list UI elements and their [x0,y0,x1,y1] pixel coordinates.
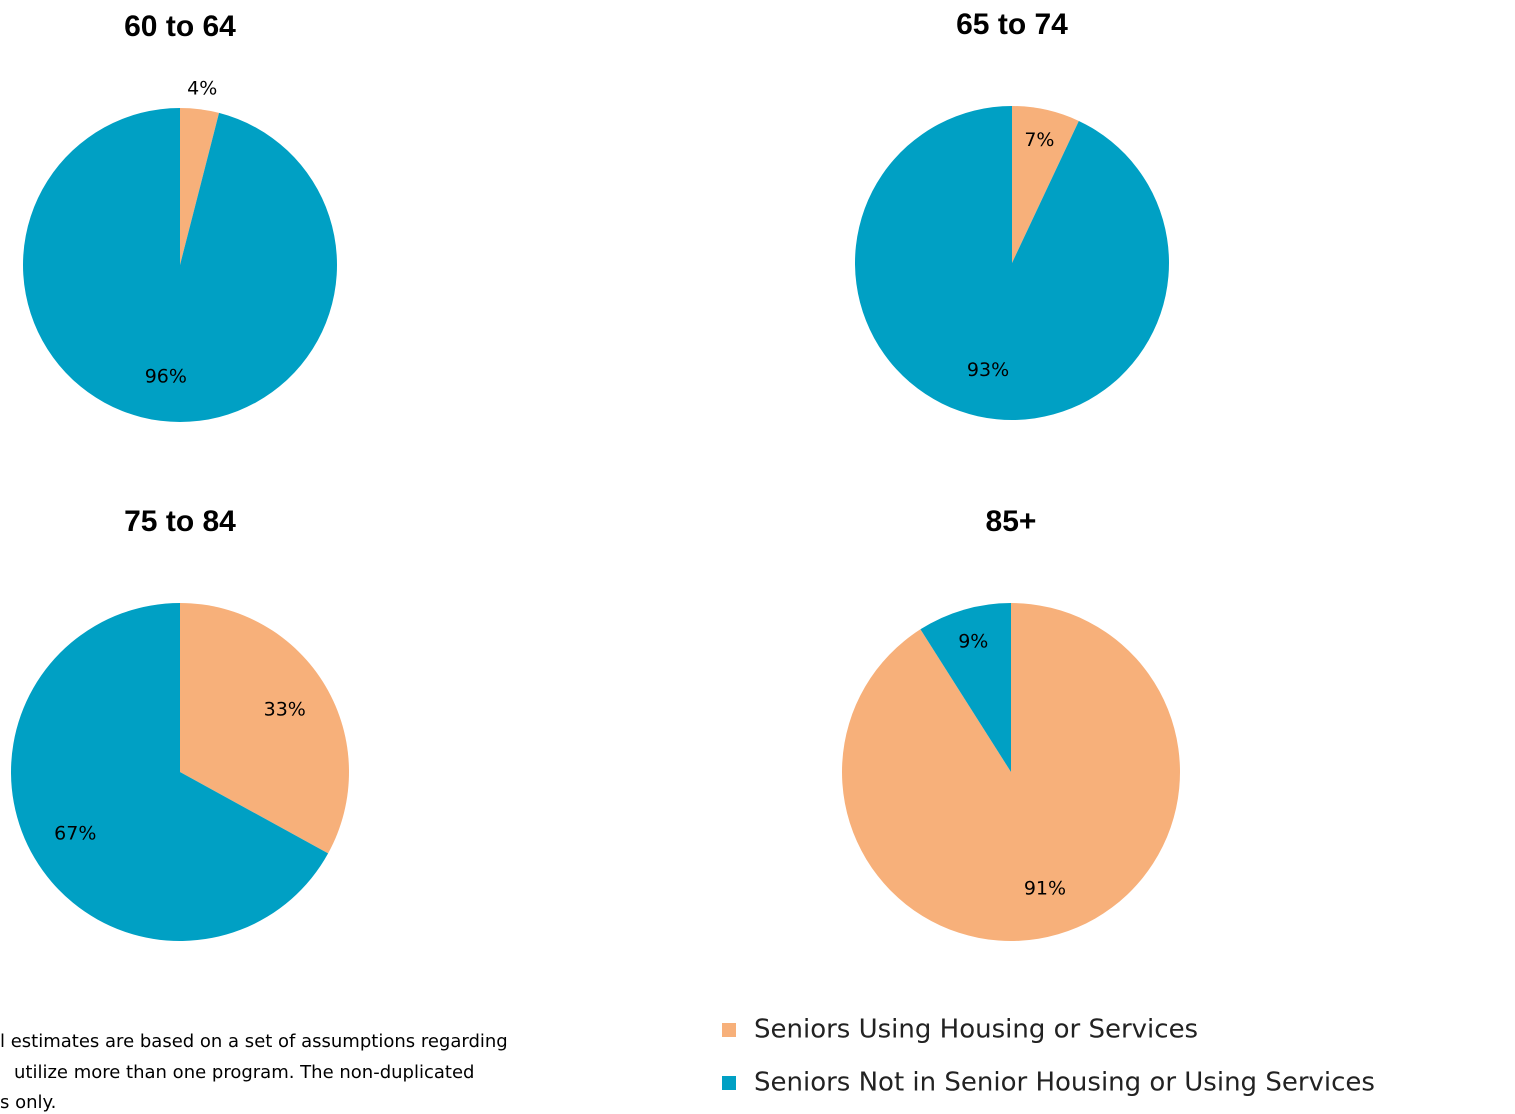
legend-swatch [722,1023,736,1037]
data-label: 4% [187,77,217,99]
chart-title: 60 to 64 [124,10,236,43]
legend-label: Seniors Using Housing or Services [754,1015,1198,1045]
chart-title: 85+ [986,505,1037,538]
data-label: 93% [967,359,1009,381]
pie-slice [22,108,337,422]
data-label: 91% [1024,877,1066,899]
footnote-line: l estimates are based on a set of assump… [0,1031,508,1052]
chart-title: 75 to 84 [124,505,236,538]
legend-swatch [722,1076,736,1090]
data-label: 96% [145,366,187,388]
data-label: 67% [54,822,96,844]
pie-slice [1012,106,1079,263]
footnote-line: s only. [0,1092,56,1113]
pie-slice [180,108,220,265]
pie-slice [11,603,329,941]
data-label: 9% [958,631,988,653]
data-label: 33% [264,699,306,721]
legend-label: Seniors Not in Senior Housing or Using S… [754,1068,1375,1098]
footnote-line: utilize more than one program. The non-d… [14,1062,474,1083]
pie-slice [854,106,1169,421]
pie-slice [842,602,1181,941]
data-label: 7% [1024,129,1054,151]
pie-slice [920,603,1011,772]
pie-slice [180,603,350,854]
chart-title: 65 to 74 [956,8,1068,41]
